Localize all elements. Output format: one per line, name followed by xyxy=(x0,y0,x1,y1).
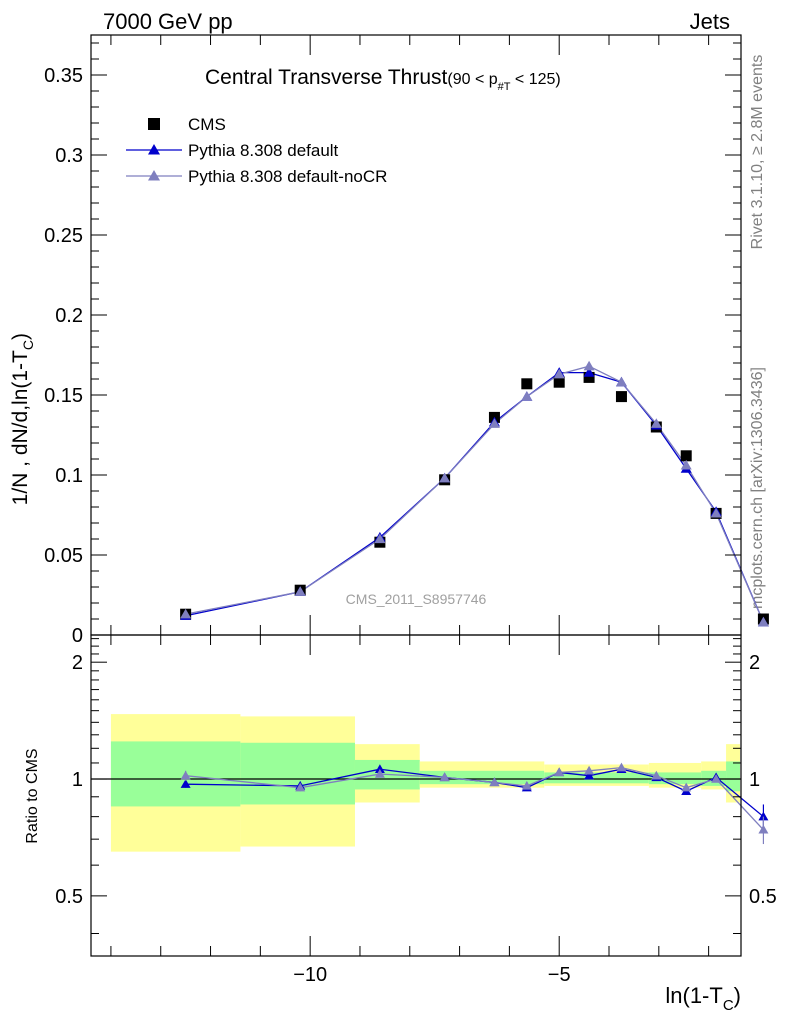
ratio-y-axis-label: Ratio to CMS xyxy=(24,748,41,843)
main-y-tick-label: 0.2 xyxy=(55,305,83,327)
main-x-ticks xyxy=(110,35,710,635)
ratio-data-point xyxy=(758,811,769,821)
data-point xyxy=(680,459,692,470)
data-point xyxy=(650,418,662,428)
data-point xyxy=(294,586,306,596)
ratio-y-axis: 0.5 0.5 1 1 2 2 xyxy=(55,638,777,934)
x-tick-label: −10 xyxy=(293,964,327,986)
ratio-data-point xyxy=(180,779,191,788)
x-label-sub: C xyxy=(723,997,734,1014)
legend-label: CMS xyxy=(188,115,226,134)
ratio-data-point xyxy=(489,777,500,787)
ratio-data-point xyxy=(180,770,191,780)
main-plot-data xyxy=(180,360,769,627)
ratio-data-point xyxy=(584,765,595,775)
data-point xyxy=(615,376,627,387)
main-y-axis-label: 1/N , dN/d,ln(1-TC) xyxy=(9,333,36,505)
main-title-cut-sub: #T xyxy=(498,81,511,93)
data-point xyxy=(180,608,192,619)
ratio-y-tick-label-right: 1 xyxy=(749,769,760,791)
ratio-data-point xyxy=(758,824,769,834)
ratio-data-point xyxy=(439,772,450,782)
data-point xyxy=(488,418,500,428)
main-y-label-end: ) xyxy=(9,333,32,340)
legend-label: Pythia 8.308 default-noCR xyxy=(188,167,387,186)
ratio-data-point xyxy=(584,770,595,780)
main-y-tick-label: 0.25 xyxy=(44,225,83,247)
inner-uncertainty-band xyxy=(648,772,702,785)
data-point xyxy=(439,472,451,483)
main-y-tick-label: 0.3 xyxy=(55,145,83,167)
main-y-tick-label: 0.35 xyxy=(44,65,83,87)
x-tick-label: −5 xyxy=(548,964,571,986)
main-title-text: Central Transverse Thrust xyxy=(205,66,448,89)
header-energy-label: 7000 GeV pp xyxy=(103,9,233,34)
ratio-y-tick-label: 2 xyxy=(72,652,83,674)
data-point xyxy=(553,376,565,388)
ratio-data-point xyxy=(374,764,385,773)
inner-uncertainty-band xyxy=(726,761,740,792)
ratio-y-tick-label: 0.5 xyxy=(55,886,83,908)
ratio-plot-data xyxy=(180,762,769,845)
inner-uncertainty-band xyxy=(419,770,545,785)
data-point xyxy=(521,391,533,401)
inner-uncertainty-band xyxy=(544,772,649,784)
main-y-tick-label: 0.1 xyxy=(55,465,83,487)
legend-marker xyxy=(148,118,160,130)
main-title: Central Transverse Thrust(90 < p#T < 125… xyxy=(205,66,561,93)
ratio-y-tick-label-right: 2 xyxy=(749,652,760,674)
ratio-data-point xyxy=(521,780,532,790)
main-y-label-sub: C xyxy=(20,340,36,350)
main-y-axis: 0 0.05 0.1 0.15 0.2 0.25 0.3 0.35 xyxy=(44,42,741,647)
series-line xyxy=(185,371,765,623)
data-point xyxy=(374,533,386,544)
main-y-tick-label: 0.05 xyxy=(44,545,83,567)
ratio-data-point xyxy=(681,782,692,792)
rivet-version-label: Rivet 3.1.10, ≥ 2.8M events xyxy=(749,55,766,250)
main-panel: 0 0.05 0.1 0.15 0.2 0.25 0.3 0.35 Central Trans… xyxy=(9,34,769,647)
ratio-data-point xyxy=(616,762,627,772)
legend-marker xyxy=(148,170,160,181)
header-process-label: Jets xyxy=(690,9,730,34)
data-point xyxy=(521,378,533,390)
ratio-data-point xyxy=(374,769,385,778)
data-point xyxy=(583,371,595,383)
legend: CMS Pythia 8.308 default Pythia 8.308 defa… xyxy=(126,115,387,186)
x-axis: −10 −5 xyxy=(110,635,710,986)
x-label-end: ) xyxy=(734,983,741,1008)
data-point xyxy=(757,616,769,627)
main-y-tick-label: 0 xyxy=(72,625,83,647)
ratio-uncertainty-bands xyxy=(91,714,741,852)
ratio-y-tick-label: 1 xyxy=(72,769,83,791)
x-label-text: ln(1-T xyxy=(665,983,722,1008)
series-line xyxy=(185,365,765,623)
x-axis-label: ln(1-TC) xyxy=(665,983,741,1014)
ratio-data-point xyxy=(711,774,722,783)
ratio-data-point xyxy=(651,770,662,780)
analysis-watermark: CMS_2011_S8957746 xyxy=(346,591,487,607)
inner-uncertainty-band xyxy=(240,742,355,805)
data-point xyxy=(710,507,722,518)
ratio-panel: 0.5 0.5 1 1 2 2 −10 −5 Ratio to CMS ln(1-TC) xyxy=(24,634,777,1014)
data-point xyxy=(583,360,595,371)
legend-marker xyxy=(148,144,160,155)
ratio-panel-frame xyxy=(90,634,742,957)
data-point xyxy=(553,368,565,379)
main-title-cut: (90 < p xyxy=(447,71,497,88)
data-point xyxy=(680,450,692,462)
ratio-y-tick-label-right: 0.5 xyxy=(749,886,777,908)
ratio-data-point xyxy=(554,767,565,777)
main-y-tick-label: 0.15 xyxy=(44,385,83,407)
inner-uncertainty-band xyxy=(110,741,241,807)
legend-label: Pythia 8.308 default xyxy=(188,141,339,160)
mcplots-label: mcplots.cern.ch [arXiv:1306.3436] xyxy=(749,367,766,609)
main-y-label-text: 1/N , dN/d,ln(1-T xyxy=(9,350,32,505)
data-point xyxy=(583,367,595,377)
main-title-cut-end: < 125) xyxy=(510,71,560,88)
data-point xyxy=(615,391,627,403)
ratio-data-point xyxy=(295,782,306,792)
